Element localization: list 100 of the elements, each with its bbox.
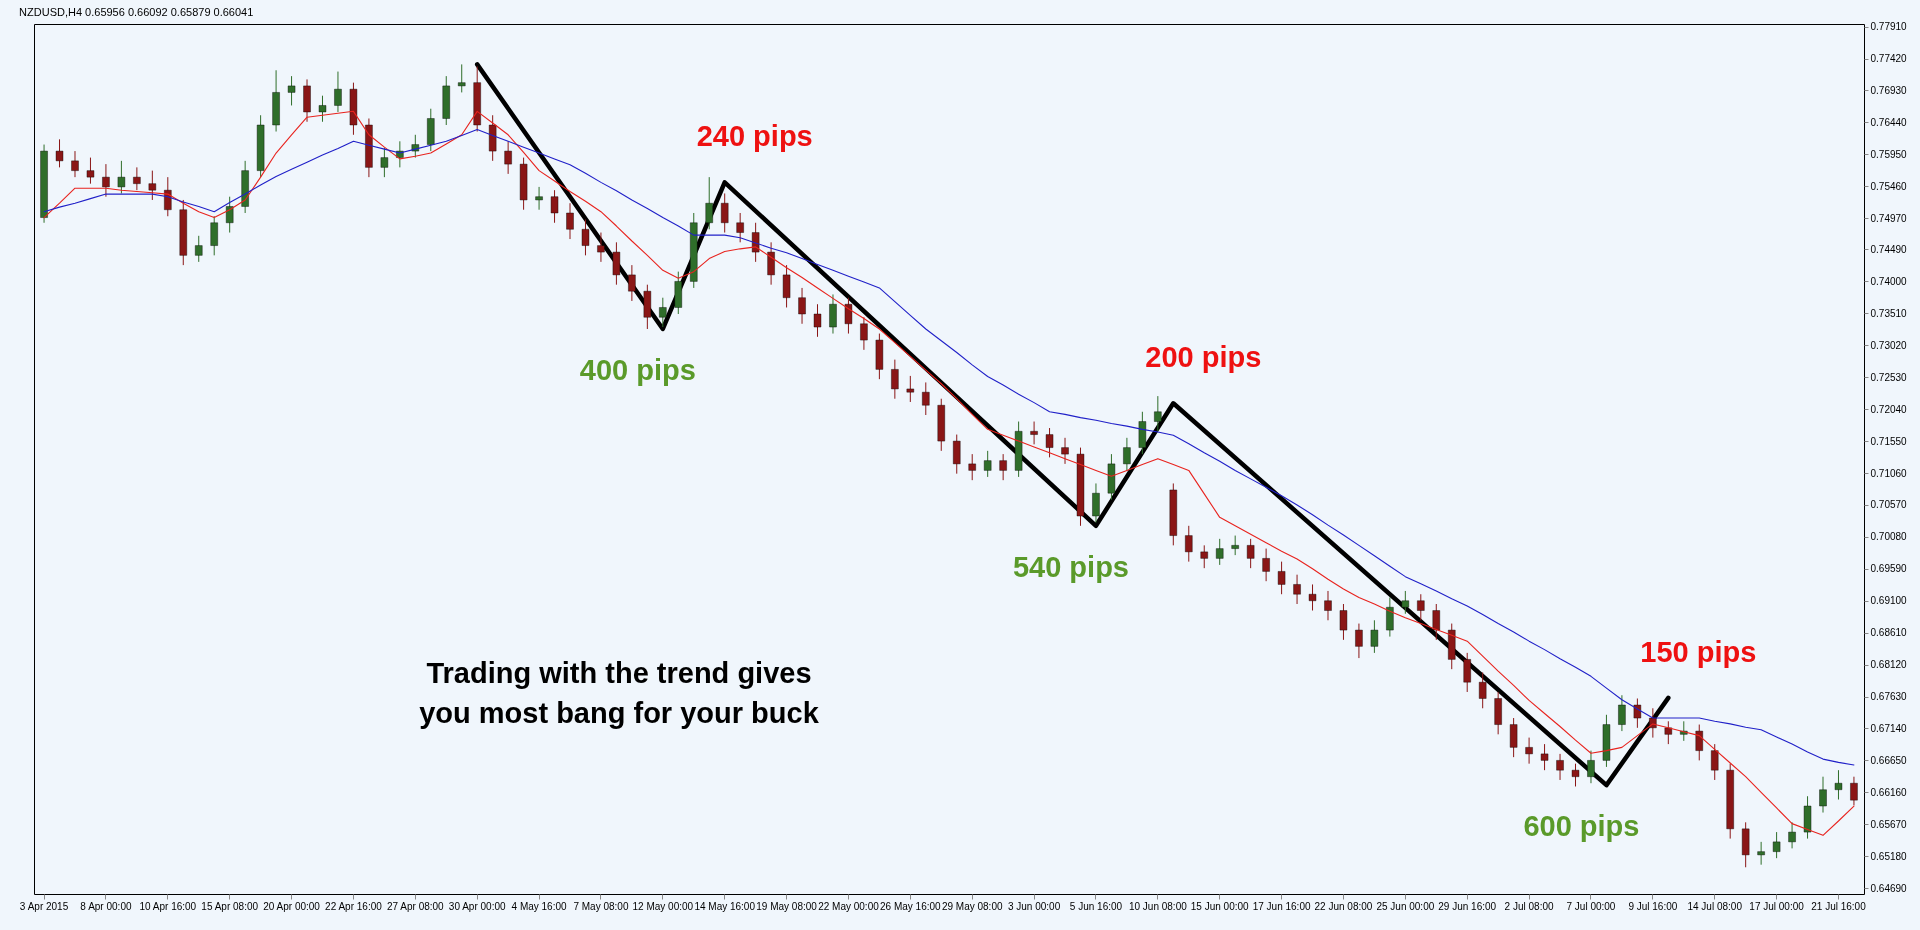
candlestick [1788, 821, 1796, 849]
candlestick [318, 95, 327, 123]
candlestick [829, 293, 837, 335]
chart-title: NZDUSD,H4 0.65956 0.66092 0.65879 0.66041 [19, 5, 254, 18]
x-tick-label: 7 May 08:00 [573, 900, 629, 912]
candlestick [906, 375, 915, 403]
x-tick-label: 4 May 16:00 [511, 900, 568, 912]
x-tick-label: 5 Jun 16:00 [1069, 900, 1123, 912]
x-tick-label: 29 Jun 16:00 [1438, 900, 1497, 912]
candlestick [1185, 525, 1193, 563]
x-tick-label: 17 Jul 00:00 [1749, 900, 1805, 912]
candlestick [1618, 694, 1626, 732]
annotation: 400 pips [579, 353, 696, 386]
y-tick-label: 0.68610 [1870, 627, 1908, 639]
y-tick-label: 0.75950 [1870, 148, 1908, 160]
candlestick [1478, 671, 1487, 709]
y-tick-label: 0.65670 [1870, 818, 1908, 830]
candlestick [117, 160, 126, 194]
candlestick [1262, 548, 1270, 582]
candlestick [1277, 561, 1286, 595]
candlestick [782, 264, 791, 308]
x-tick-label: 10 Jun 08:00 [1128, 900, 1188, 912]
candlestick [550, 189, 559, 224]
y-tick-label: 0.68120 [1870, 659, 1908, 671]
candlestick [148, 170, 157, 201]
candlestick [999, 453, 1007, 481]
x-tick-label: 21 Jul 16:00 [1811, 900, 1867, 912]
candlestick [535, 186, 543, 211]
candlestick [133, 166, 141, 191]
candlestick [55, 138, 64, 168]
candlestick [1154, 395, 1162, 432]
annotation: Trading with the trend gives you most bang for your buck [419, 657, 820, 729]
y-tick-label: 0.66650 [1870, 754, 1908, 766]
annotation: 540 pips [1012, 550, 1129, 583]
candlestick [891, 359, 899, 400]
x-tick-label: 12 May 00:00 [632, 900, 694, 912]
candlestick [1463, 652, 1471, 693]
y-tick-label: 0.77420 [1870, 53, 1908, 65]
candlestick [1386, 596, 1394, 638]
x-tick-label: 27 Apr 08:00 [386, 900, 445, 912]
candlestick [1231, 535, 1239, 556]
candlestick [1571, 763, 1580, 787]
candlestick [1711, 743, 1719, 781]
candlestick [86, 157, 95, 185]
candlestick [736, 212, 744, 243]
candlestick [953, 434, 961, 475]
candlestick [1308, 583, 1317, 612]
candlestick [767, 241, 775, 286]
candlestick [1540, 743, 1549, 771]
candlestick [1339, 603, 1348, 641]
candlestick [612, 241, 621, 286]
x-tick-label: 22 May 00:00 [818, 900, 880, 912]
candlestick [1324, 590, 1332, 621]
y-tick-label: 0.70570 [1870, 499, 1908, 511]
x-tick-label: 25 Jun 00:00 [1376, 900, 1435, 912]
y-tick-label: 0.76930 [1870, 84, 1908, 96]
candlestick [1432, 603, 1440, 641]
candlestick [1664, 720, 1673, 745]
x-tick-label: 19 May 08:00 [756, 900, 818, 912]
x-tick-label: 15 Apr 08:00 [201, 900, 259, 912]
candlestick [334, 71, 342, 113]
y-tick-label: 0.70080 [1870, 531, 1908, 543]
x-tick-label: 3 Apr 2015 [19, 900, 69, 912]
candlestick [597, 232, 605, 263]
candlestick [1216, 538, 1224, 566]
x-tick-label: 9 Jul 16:00 [1628, 900, 1678, 912]
y-tick-label: 0.75460 [1870, 180, 1908, 192]
candlestick [1525, 737, 1533, 765]
candlestick [1401, 590, 1410, 615]
candlestick [1030, 421, 1038, 445]
y-tick-label: 0.65180 [1870, 850, 1908, 862]
candlestick [1200, 544, 1208, 569]
x-tick-label: 15 Jun 00:00 [1190, 900, 1250, 912]
candlestick [504, 140, 512, 175]
annotation: 240 pips [696, 120, 813, 153]
candlestick [102, 163, 110, 198]
candlestick [458, 63, 466, 93]
candlestick [860, 316, 868, 351]
candlestick [380, 147, 389, 178]
candlestick [983, 450, 992, 478]
candlestick [1417, 593, 1425, 621]
candlestick [1509, 717, 1518, 758]
y-tick-label: 0.72040 [1870, 403, 1908, 415]
x-tick-label: 14 Jul 08:00 [1687, 900, 1743, 912]
candlestick [225, 196, 234, 234]
y-tick-label: 0.69100 [1870, 595, 1908, 607]
annotation: 200 pips [1145, 341, 1262, 374]
candlestick [210, 215, 218, 256]
candlestick [1772, 831, 1781, 859]
y-tick-label: 0.74970 [1870, 212, 1908, 224]
x-tick-label: 17 Jun 16:00 [1252, 900, 1311, 912]
candlestick [1355, 623, 1363, 659]
candlestick [566, 202, 574, 240]
x-tick-label: 3 Jun 00:00 [1007, 900, 1061, 912]
y-tick-label: 0.66160 [1870, 786, 1908, 798]
candlestick [1850, 776, 1858, 806]
x-tick-label: 20 Apr 00:00 [263, 900, 321, 912]
candlestick [968, 453, 976, 481]
y-tick-label: 0.74000 [1870, 275, 1908, 287]
x-tick-label: 8 Apr 00:00 [80, 900, 132, 912]
